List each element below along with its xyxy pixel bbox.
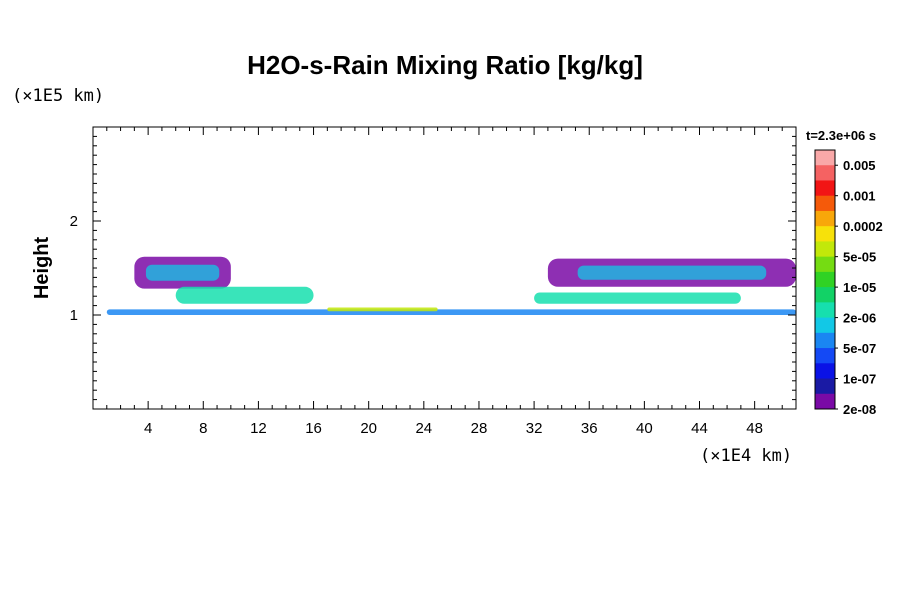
colorbar-swatch [815,302,835,319]
colorbar-swatch [815,210,835,227]
x-tick-label: 44 [691,420,708,437]
y-unit-label: (×1E5 km) [12,86,104,106]
colorbar-swatch [815,241,835,258]
x-tick-label: 8 [199,420,207,437]
colorbar-swatch [815,332,835,349]
x-tick-label: 16 [305,420,322,437]
colorbar-swatch [815,393,835,410]
colorbar-swatch [815,150,835,166]
y-tick-label: 2 [70,213,78,230]
chart-title: H2O-s-Rain Mixing Ratio [kg/kg] [247,50,643,80]
x-tick-label: 4 [144,420,152,437]
x-tick-label: 20 [360,420,377,437]
colorbar-label: 0.0002 [843,219,883,234]
colorbar: 0.005 0.001 0.0002 5e-05 1e-05 2e-06 5e-07 1e-0… [814,149,883,417]
colorbar-label: 5e-07 [843,341,876,356]
x-unit-label: (×1E4 km) [700,446,792,466]
colorbar-label: 1e-07 [843,372,876,387]
colorbar-swatch [815,165,835,181]
colorbar-label: 0.005 [843,158,876,173]
time-label: t=2.3e+06 s [806,128,876,143]
colorbar-swatch [815,195,835,212]
colorbar-swatch [815,287,835,303]
colorbar-swatch [815,348,835,364]
y-axis-label: Height [31,237,53,300]
data-region [534,292,741,304]
colorbar-swatch [815,180,835,197]
x-axis: 4 8 12 16 20 24 28 32 36 40 44 48 [106,127,783,437]
colorbar-swatch [815,226,835,242]
colorbar-label: 2e-08 [843,402,876,417]
colorbar-label: 5e-05 [843,250,876,265]
colorbar-swatch [815,256,835,273]
x-tick-label: 48 [746,420,763,437]
plot-area [92,126,797,410]
x-tick-label: 24 [415,420,432,437]
colorbar-frame [814,149,836,410]
x-tick-label: 28 [471,420,488,437]
y-tick-label: 1 [70,307,78,324]
x-tick-label: 12 [250,420,267,437]
colorbar-swatch [815,363,835,380]
data-region [106,309,796,315]
data-region-core [145,264,220,281]
colorbar-label: 1e-05 [843,280,876,295]
x-tick-label: 36 [581,420,598,437]
data-region [327,307,438,312]
colorbar-swatch [815,317,835,334]
data-region-core [577,265,767,280]
colorbar-label: 2e-06 [843,311,876,326]
colorbar-swatch [815,378,835,395]
data-region [175,286,314,304]
colorbar-label: 0.001 [843,189,876,204]
y-axis: 12 [70,135,796,401]
x-tick-label: 32 [526,420,543,437]
colorbar-swatch [815,271,835,288]
x-tick-label: 40 [636,420,653,437]
